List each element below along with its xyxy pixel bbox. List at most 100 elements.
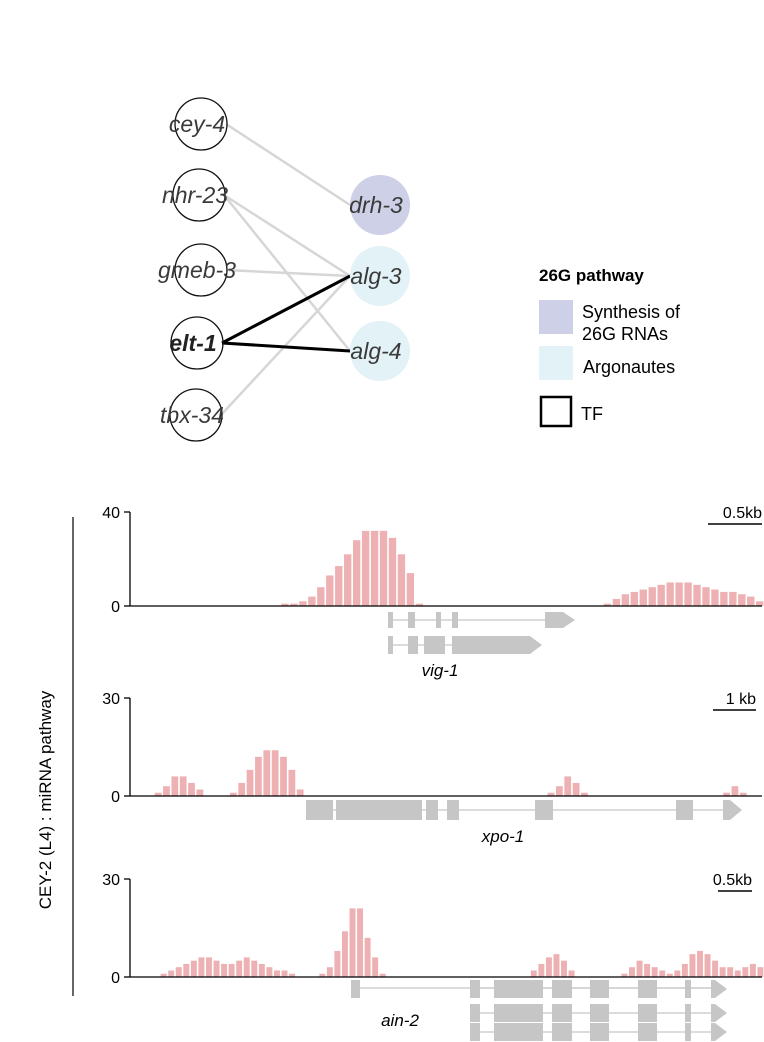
gene-exon: [685, 1023, 691, 1041]
coverage-bar: [179, 776, 187, 796]
coverage-bar: [406, 573, 415, 606]
coverage-bar: [255, 756, 262, 796]
track-ain-2: 30 0 0.5kb ain-2: [102, 872, 764, 1041]
track-xpo-1: 30 0 1 kb xpo-1: [102, 691, 762, 846]
coverage-bar: [370, 530, 379, 606]
coverage-bar: [379, 973, 386, 977]
coverage-bar: [689, 954, 696, 977]
coverage-bar: [697, 950, 703, 977]
coverage-bar: [757, 967, 764, 977]
node-alg-3: [350, 246, 410, 306]
tf-label-elt-1: elt-1: [169, 330, 216, 356]
coverage-bar: [738, 594, 746, 606]
coverage-bar: [281, 603, 289, 606]
coverage-bar: [666, 582, 674, 606]
legend-label-tf: TF: [581, 404, 603, 424]
gene-exon: [638, 1023, 657, 1041]
coverage-bar: [739, 792, 747, 796]
coverage-bar: [612, 598, 621, 606]
coverage-bar: [236, 960, 243, 977]
coverage-bar: [228, 963, 235, 977]
gene-exon: [351, 980, 360, 998]
coverage-bar: [171, 776, 179, 796]
coverage-bar: [273, 970, 280, 977]
tf-label-gmeb-3: gmeb-3: [158, 257, 236, 283]
coverage-bar: [198, 957, 205, 977]
gene-exon: [552, 1004, 572, 1022]
gene-exon-arrow: [545, 612, 575, 628]
edge-elt-1-alg-3: [221, 274, 351, 345]
tf-node-elt-1: [170, 316, 224, 370]
coverage-bar: [229, 792, 237, 796]
coverage-bar: [581, 792, 588, 796]
node-label-alg-3: alg-3: [350, 263, 401, 289]
coverage-bar: [190, 960, 197, 977]
coverage-bar: [243, 957, 250, 977]
gene-exon: [388, 612, 393, 628]
gene-exon: [638, 1004, 657, 1022]
coverage-bar: [636, 960, 643, 977]
coverage-bar: [734, 970, 741, 977]
tf-nodes: cey-4 nhr-23 gmeb-3 elt-1 tbx-34: [158, 97, 236, 442]
gene-exon: [426, 800, 438, 820]
legend-swatch-synthesis: [539, 300, 573, 334]
gene-exon-arrow: [502, 636, 542, 654]
coverage-bar: [561, 960, 567, 977]
legend-swatch-argonaute: [539, 346, 573, 380]
gene-exon: [452, 636, 502, 654]
gene-exon: [590, 1023, 609, 1041]
gene-exon: [388, 636, 393, 654]
coverage-bar: [154, 792, 162, 796]
coverage-bar: [299, 601, 307, 606]
legend-label-synthesis-line1: Synthesis of: [582, 302, 681, 322]
coverage-bar: [702, 587, 710, 606]
coverage-bar: [720, 591, 728, 606]
coverage-bar: [547, 792, 555, 796]
coverage-bar: [357, 908, 364, 977]
coverage-bar: [572, 782, 580, 796]
coverage-bar: [693, 584, 701, 606]
coverage-bar: [538, 963, 545, 977]
gene-exon: [494, 1023, 543, 1041]
node-label-drh-3: drh-3: [349, 192, 403, 218]
gene-exon: [494, 1004, 543, 1022]
coverage-bar: [556, 786, 563, 796]
gene-name-ain-2: ain-2: [381, 1011, 419, 1030]
coverage-bar: [163, 786, 170, 796]
coverage-bar: [288, 769, 296, 796]
coverage-bar: [334, 950, 341, 977]
gene-exon: [685, 1004, 691, 1022]
coverage-bar: [639, 589, 647, 606]
coverage-bar: [644, 963, 651, 977]
coverage-bar: [319, 973, 326, 977]
y-tick-label-max: 30: [102, 872, 120, 889]
gene-exon-arrow: [711, 980, 727, 998]
coverage-bar: [648, 587, 656, 606]
coverage-bar: [397, 554, 406, 606]
gene-exon: [676, 800, 693, 820]
legend-label-synthesis-line2: 26G RNAs: [582, 324, 668, 344]
coverage-bar: [749, 963, 756, 977]
coverage-bar: [271, 750, 279, 796]
node-label-alg-4: alg-4: [350, 338, 401, 364]
coverage-bar: [188, 782, 195, 796]
coverage-bar: [568, 970, 575, 977]
coverage-bar: [723, 792, 730, 796]
coverage-bar: [349, 908, 356, 977]
coverage-bar: [621, 973, 628, 977]
coverage-bar: [712, 960, 719, 977]
gene-exon: [494, 980, 543, 998]
coverage-bar: [553, 954, 560, 977]
coverage-bar: [564, 776, 572, 796]
coverage-bar: [657, 584, 665, 606]
coverage-bar: [729, 591, 737, 606]
tf-label-nhr-23: nhr-23: [162, 182, 228, 208]
coverage-bar: [630, 591, 638, 606]
tf-label-cey-4: cey-4: [169, 111, 225, 137]
coverage-bar: [289, 973, 296, 977]
node-drh-3: [350, 175, 410, 235]
coverage-bar: [258, 963, 265, 977]
coverage-bar: [731, 786, 739, 796]
tf-label-tbx-34: tbx-34: [160, 402, 224, 428]
coverage-bar: [675, 582, 683, 606]
